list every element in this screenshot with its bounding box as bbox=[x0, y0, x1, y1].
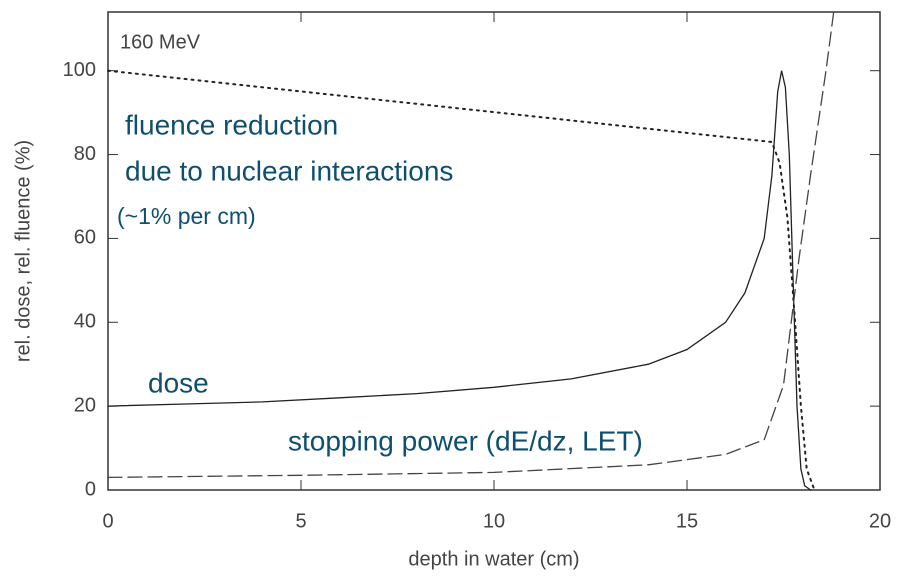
plot-frame bbox=[107, 11, 881, 491]
annotation: (~1% per cm) bbox=[117, 203, 256, 229]
series-line bbox=[107, 70, 812, 491]
y-tick-label: 0 bbox=[85, 478, 96, 500]
series-line bbox=[107, 69, 816, 491]
annotation: 160 MeV bbox=[120, 31, 201, 53]
y-tick-label: 60 bbox=[74, 227, 96, 249]
x-tick-label: 20 bbox=[869, 510, 891, 532]
annotation: dose bbox=[148, 367, 209, 398]
annotation: stopping power (dE/dz, LET) bbox=[288, 425, 643, 456]
x-tick-label: 15 bbox=[676, 510, 698, 532]
y-axis-label: rel. dose, rel. fluence (%) bbox=[12, 140, 34, 362]
x-tick-label: 0 bbox=[102, 510, 113, 532]
y-tick-label: 100 bbox=[63, 59, 96, 81]
x-tick-label: 5 bbox=[295, 510, 306, 532]
series-line bbox=[107, 11, 835, 479]
x-axis-label: depth in water (cm) bbox=[408, 548, 579, 570]
annotation: fluence reduction bbox=[125, 109, 338, 140]
y-tick-label: 40 bbox=[74, 311, 96, 333]
annotation: due to nuclear interactions bbox=[125, 155, 453, 186]
y-tick-label: 80 bbox=[74, 143, 96, 165]
y-tick-label: 20 bbox=[74, 394, 96, 416]
x-tick-label: 10 bbox=[483, 510, 505, 532]
